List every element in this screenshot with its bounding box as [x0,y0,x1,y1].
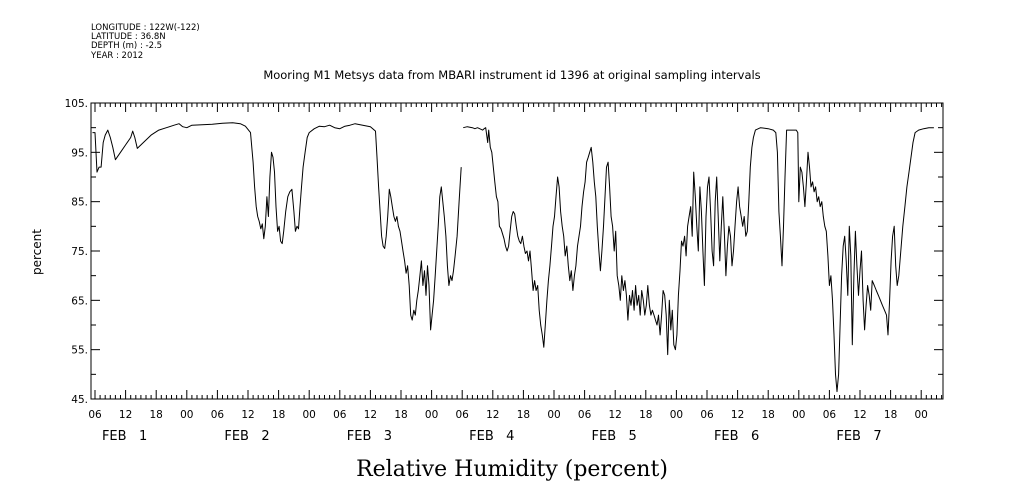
x-hour-label: 18 [150,409,163,421]
x-hour-label: 06 [823,409,837,421]
x-hour-label: 00 [670,409,683,421]
x-day-label: FEB 5 [592,429,637,444]
y-tick-label: 45. [71,394,88,406]
x-axis-label: Relative Humidity (percent) [356,457,668,482]
x-hour-label: 00 [180,409,193,421]
y-tick-label: 65. [71,295,88,307]
x-hour-label: 12 [364,409,377,421]
x-hour-label: 12 [241,409,254,421]
x-hour-label: 18 [394,409,407,421]
y-tick-label: 105. [65,98,88,110]
y-tick-label: 85. [71,197,88,209]
x-hour-label: 12 [119,409,132,421]
meta-longitude: LONGITUDE : 122W(-122) [91,23,200,33]
x-hour-label: 06 [456,409,470,421]
x-hour-label: 06 [578,409,592,421]
series-layer [92,122,934,393]
plot-frame [90,102,944,400]
x-hour-label: 12 [853,409,866,421]
x-hour-label: 00 [792,409,805,421]
meta-latitude: LATITUDE : 36.8N [91,32,166,42]
x-hour-label: 00 [915,409,928,421]
x-day-label: FEB 7 [836,429,881,444]
x-hour-label: 06 [211,409,225,421]
y-axis: 45. 55. 65. 75. 85. 95. 105. [65,98,943,406]
x-day-label: FEB 3 [347,429,392,444]
x-hour-label: 00 [303,409,316,421]
y-tick-label: 95. [71,147,88,159]
x-day-label: FEB 2 [224,429,269,444]
meta-depth: DEPTH (m) : -2.5 [91,41,162,51]
y-tick-label: 55. [71,345,88,357]
x-hour-label: 18 [272,409,285,421]
x-hour-label: 00 [425,409,438,421]
x-hour-label: 18 [762,409,775,421]
metadata-block: LONGITUDE : 122W(-122) LATITUDE : 36.8N … [90,23,200,61]
x-hour-label: 00 [547,409,560,421]
x-hour-label: 06 [88,409,102,421]
x-day-label: FEB 6 [714,429,759,444]
y-tick-label: 75. [71,246,88,258]
x-axis: 06 12 18 00 06 12 18 00 06 12 18 00 06 12 18 00 06 12 18 00… [88,103,943,444]
chart-title: Mooring M1 Metsys data from MBARI instru… [263,68,760,82]
x-hour-label: 12 [609,409,622,421]
x-hour-label: 12 [731,409,744,421]
x-hour-label: 06 [333,409,347,421]
x-day-label: FEB 1 [102,429,147,444]
meta-year: YEAR : 2012 [90,51,143,61]
x-hour-label: 12 [486,409,499,421]
x-hour-label: 18 [639,409,652,421]
x-hour-label: 06 [700,409,714,421]
x-hour-label: 18 [517,409,530,421]
x-hour-label: 18 [884,409,897,421]
x-day-label: FEB 4 [469,429,514,444]
y-axis-label: percent [30,229,44,275]
humidity-series-line [463,126,934,393]
humidity-series-line [92,122,462,331]
